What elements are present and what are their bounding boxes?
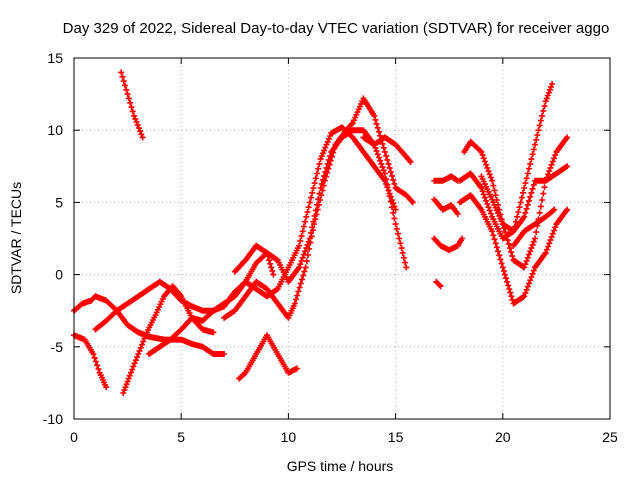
y-tick-label: 0	[55, 267, 63, 283]
series-arc-18	[478, 163, 571, 235]
x-tick-label: 25	[602, 429, 618, 445]
series-arc-11	[431, 173, 461, 184]
y-tick-label: -10	[43, 411, 63, 427]
x-tick-label: 20	[495, 429, 511, 445]
series-arc-6	[146, 124, 399, 357]
series-arc-7	[231, 242, 277, 278]
series-arc-13	[431, 235, 466, 254]
series-arc-8	[221, 95, 416, 321]
data-marker-path	[236, 332, 300, 382]
y-tick-label: -5	[51, 339, 64, 355]
series-arc-16	[456, 192, 571, 307]
x-tick-label: 10	[281, 429, 297, 445]
x-tick-label: 0	[70, 429, 78, 445]
series-arc-9	[236, 332, 300, 382]
series-arc-1	[118, 69, 146, 141]
series-arc-10	[360, 134, 414, 165]
y-tick-label: 10	[47, 122, 63, 138]
data-marker-path	[456, 81, 556, 242]
x-axis-label: GPS time / hours	[287, 458, 394, 474]
y-tick-label: 15	[47, 50, 63, 66]
data-marker-path	[456, 192, 571, 307]
chart-title: Day 329 of 2022, Sidereal Day-to-day VTE…	[63, 20, 610, 37]
series-arc-12	[431, 196, 461, 217]
data-marker-path	[431, 196, 461, 217]
plot-frame	[73, 57, 611, 420]
data-marker-path	[431, 173, 461, 184]
x-tick-label: 5	[177, 429, 185, 445]
data-marker-path	[360, 134, 414, 165]
data-marker-path	[510, 206, 558, 249]
data-marker-path	[433, 278, 444, 290]
series-arc-19	[510, 206, 558, 249]
x-tick-label: 15	[388, 429, 404, 445]
series-arc-14	[433, 278, 444, 290]
data-marker-path	[146, 124, 399, 357]
data-marker-path	[431, 235, 466, 254]
data-marker-path	[478, 163, 571, 235]
y-axis-label: SDTVAR / TECUs	[8, 182, 24, 294]
ticks: 0 5 10 15 20 25 -10 -5 0 5 10 15	[43, 50, 618, 445]
series-layer	[71, 69, 571, 396]
y-tick-label: 5	[55, 194, 63, 210]
series-arc-17	[456, 81, 556, 242]
data-marker-path	[231, 242, 277, 278]
data-marker-path	[461, 134, 571, 271]
data-marker-path	[118, 69, 146, 141]
data-marker-path	[221, 95, 416, 321]
series-arc-15	[461, 134, 571, 271]
